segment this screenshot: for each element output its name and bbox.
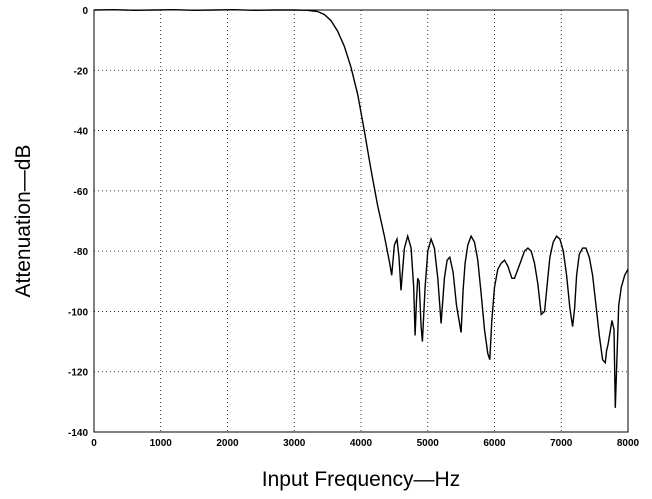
y-axis-label: Attenuation—dB [12, 145, 35, 298]
x-tick-label: 3000 [283, 438, 306, 449]
y-tick-label: -40 [74, 127, 89, 138]
x-tick-label: 2000 [216, 438, 239, 449]
x-tick-label: 5000 [417, 438, 440, 449]
y-tick-label: -120 [68, 368, 88, 379]
x-tick-label: 1000 [150, 438, 173, 449]
x-tick-label: 4000 [350, 438, 373, 449]
plot-frame [93, 9, 629, 433]
y-tick-label: -60 [74, 187, 89, 198]
series-line-attenuation [93, 8, 629, 408]
y-tick-label: -20 [74, 66, 89, 77]
x-tick-label: 6000 [483, 438, 506, 449]
y-tick-label: -140 [68, 428, 88, 439]
y-tick-label: 0 [82, 6, 88, 17]
x-tick-label: 0 [91, 438, 97, 449]
x-tick-label: 7000 [550, 438, 573, 449]
y-tick-label: -80 [74, 247, 89, 258]
x-axis-label: Input Frequency—Hz [262, 468, 460, 491]
tick-labels: 0 1000 2000 3000 4000 5000 6000 7000 8000 0 -20 -40… [68, 6, 640, 449]
y-tick-label: -100 [68, 307, 88, 318]
x-tick-label: 8000 [617, 438, 640, 449]
grid-lines [94, 10, 628, 432]
